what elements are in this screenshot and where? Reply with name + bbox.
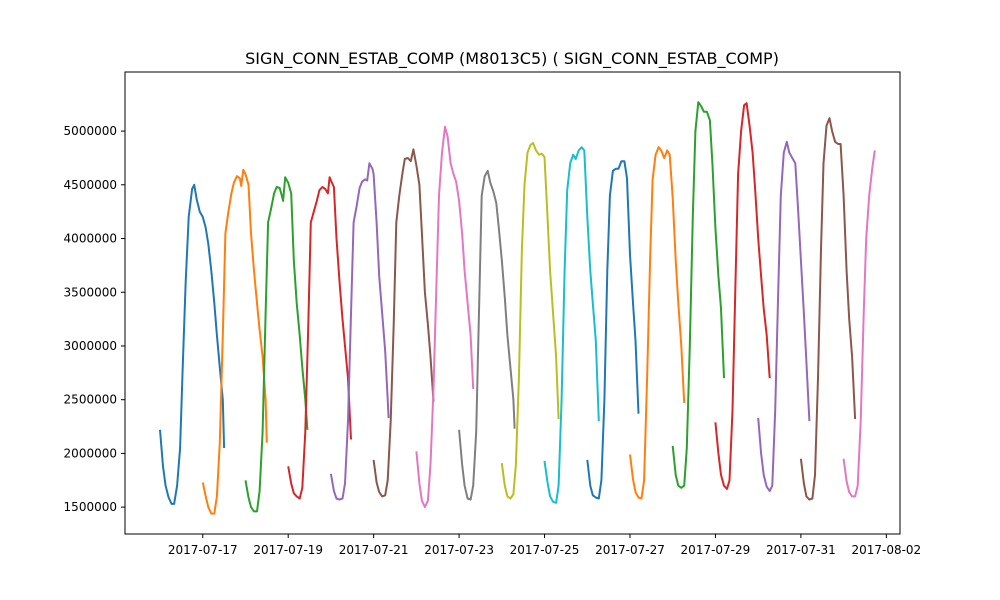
x-tick-label: 2017-07-23	[424, 543, 494, 557]
series-line-3	[244, 176, 309, 513]
y-tick-label: 5000000	[64, 124, 117, 138]
x-axis: 2017-07-17 2017-07-19 2017-07-21 2017-07-23…	[168, 534, 921, 557]
x-tick-label: 2017-07-25	[510, 543, 580, 557]
series-line-12	[629, 146, 686, 500]
y-tick-label: 2000000	[64, 446, 117, 460]
series-line-4	[287, 176, 352, 500]
x-tick-label: 2017-07-27	[595, 543, 665, 557]
x-tick-label: 2017-07-21	[339, 543, 409, 557]
series-line-17	[842, 150, 876, 498]
series-line-14	[714, 102, 771, 490]
series-line-11	[586, 160, 640, 500]
y-axis: 1500000 2000000 2500000 3000000 3500000 40000…	[64, 124, 125, 514]
series-line-1	[159, 183, 226, 505]
y-tick-label: 2500000	[64, 393, 117, 407]
y-tick-label: 4500000	[64, 178, 117, 192]
series-line-9	[500, 141, 560, 500]
series-line-7	[415, 125, 475, 509]
series-line-2	[201, 168, 268, 515]
series-line-6	[372, 148, 435, 498]
y-tick-label: 4000000	[64, 232, 117, 246]
x-tick-label: 2017-08-02	[851, 543, 921, 557]
x-tick-label: 2017-07-17	[168, 543, 238, 557]
y-tick-label: 1500000	[64, 500, 117, 514]
x-tick-label: 2017-07-31	[766, 543, 836, 557]
series-line-5	[329, 162, 390, 501]
y-tick-label: 3500000	[64, 285, 117, 299]
series-line-8	[458, 169, 516, 501]
series-line-10	[543, 146, 600, 504]
plot-lines	[159, 101, 876, 515]
plot-frame	[124, 71, 901, 535]
x-tick-label: 2017-07-29	[681, 543, 751, 557]
series-line-16	[799, 117, 857, 501]
series-line-15	[757, 140, 811, 492]
chart-title: SIGN_CONN_ESTAB_COMP (M8013C5) ( SIGN_CO…	[245, 49, 779, 69]
series-line-13	[671, 101, 725, 489]
x-tick-label: 2017-07-19	[253, 543, 323, 557]
y-tick-label: 3000000	[64, 339, 117, 353]
